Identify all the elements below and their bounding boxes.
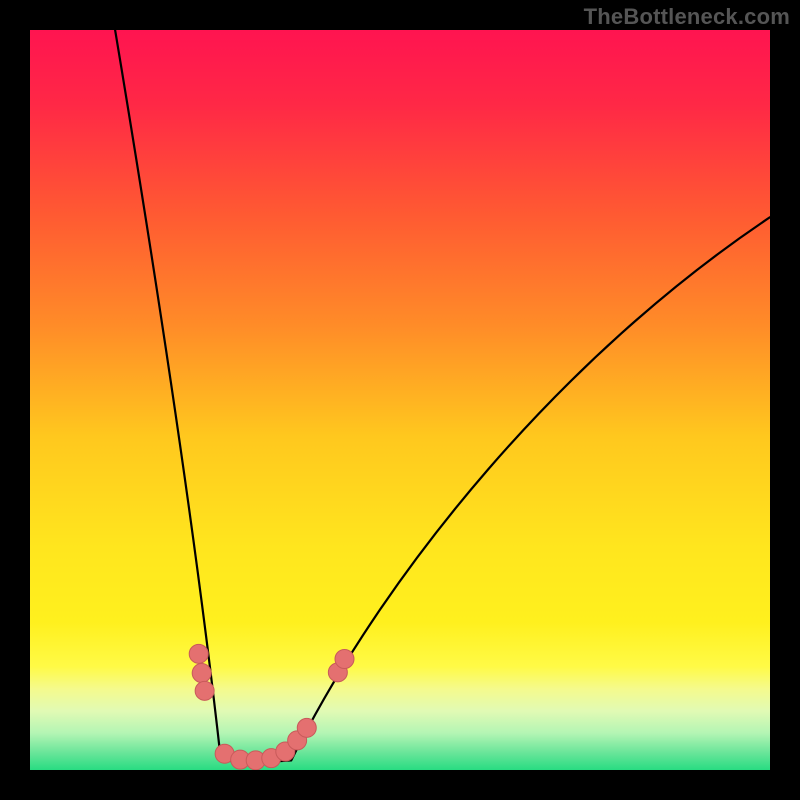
watermark-text: TheBottleneck.com <box>584 4 790 30</box>
data-point <box>192 664 211 683</box>
gradient-background <box>30 30 770 770</box>
chart-frame: TheBottleneck.com <box>0 0 800 800</box>
data-point <box>335 650 354 669</box>
data-point <box>189 644 208 663</box>
data-point <box>195 681 214 700</box>
data-point <box>297 718 316 737</box>
plot-area <box>30 30 770 770</box>
chart-svg <box>30 30 770 770</box>
